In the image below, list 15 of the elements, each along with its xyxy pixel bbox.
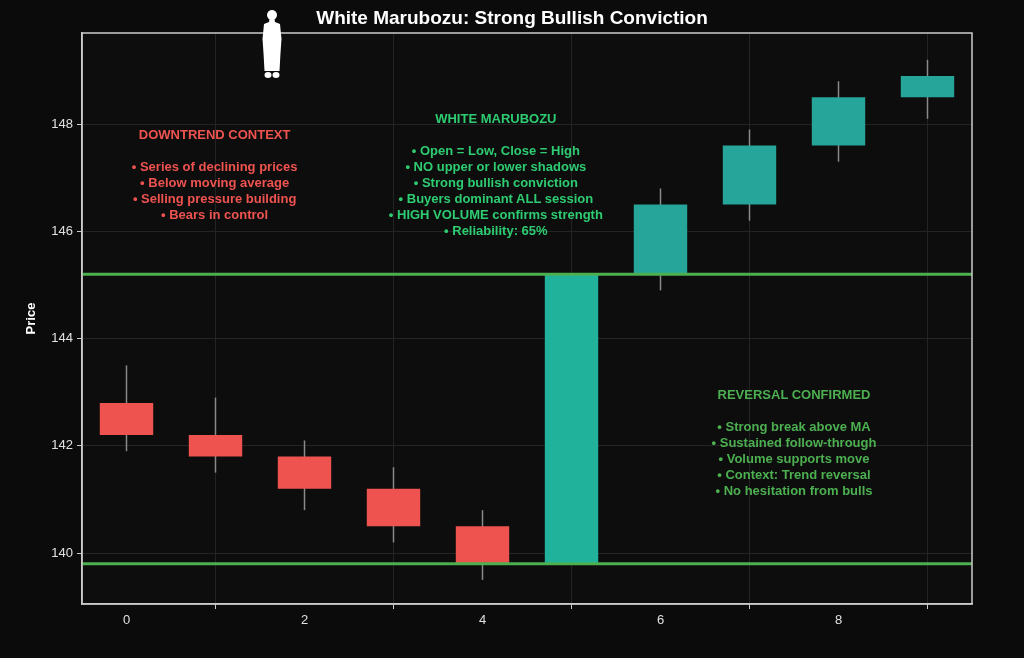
y-tick-label: 144 <box>51 330 73 346</box>
x-tick-label: 6 <box>656 612 665 628</box>
x-tick-label: 0 <box>122 612 131 628</box>
text: WHITE MARUBOZU • Open = Low, Close = High • NO upper or lower shadows • Strong bullish conviction • Buyers dominant ALL session • HIGH VOLUME confirms strength • Reliability: 65% <box>388 110 603 238</box>
y-tick-label: 140 <box>51 544 73 560</box>
x-tick-label: 8 <box>834 612 843 628</box>
x-tick-label: 4 <box>478 612 487 628</box>
y-tick-label: 142 <box>51 437 73 453</box>
x-tick-label: 2 <box>300 612 309 628</box>
y-axis-title: Price <box>23 302 39 335</box>
y-tick-label: 146 <box>51 222 73 238</box>
chart-title: White Marubozu: Strong Bullish Conviction <box>316 7 708 29</box>
text: REVERSAL CONFIRMED • Strong break above MA • Sustained follow-through • Volume supports move • Context: Trend reversal • No hesitation from bulls <box>711 386 877 498</box>
y-tick-label: 148 <box>51 115 73 131</box>
text: DOWNTREND CONTEXT • Series of declining prices • Below moving average • Selling pressure building • Bears in control <box>131 126 298 222</box>
